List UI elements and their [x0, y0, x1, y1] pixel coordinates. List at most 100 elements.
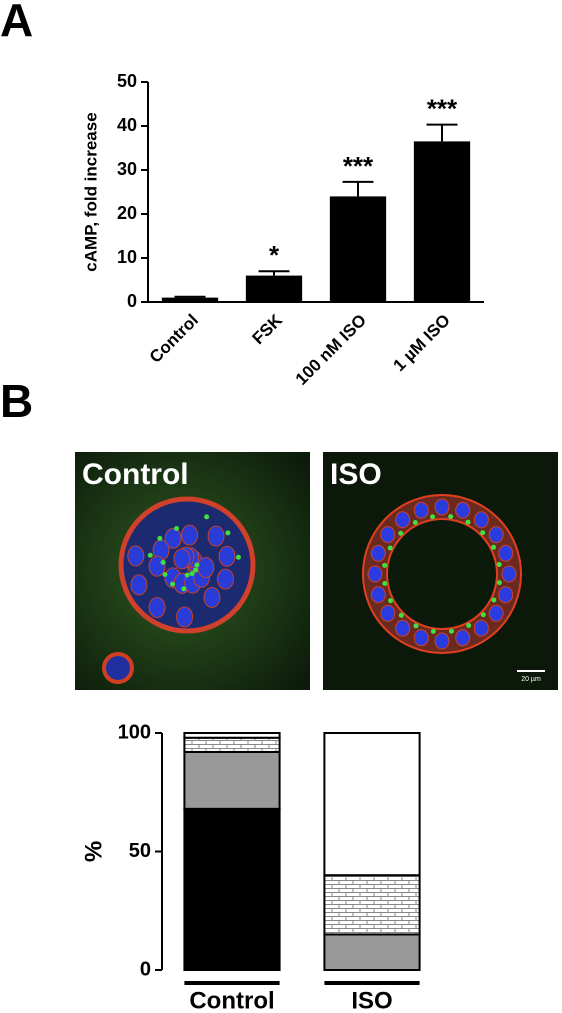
vesicle — [235, 554, 241, 560]
vesicle — [170, 581, 176, 587]
nucleus — [217, 568, 235, 590]
nucleus — [148, 555, 166, 577]
x-tick-label: 100 nM ISO — [292, 311, 370, 389]
nucleus — [473, 511, 489, 529]
vesicle — [387, 545, 393, 551]
image-label: Control — [82, 458, 189, 491]
y-tick-label: 0 — [140, 958, 151, 980]
vesicle — [465, 519, 471, 525]
nucleus — [370, 544, 386, 562]
bar — [329, 196, 387, 302]
bar — [161, 297, 219, 302]
y-axis-label: % — [80, 841, 107, 862]
vesicle — [204, 514, 210, 520]
bar-segment — [323, 732, 421, 877]
bar-segment — [183, 750, 281, 810]
y-tick-label: 10 — [117, 247, 137, 267]
nucleus — [181, 524, 199, 546]
nucleus — [370, 586, 386, 604]
x-tick-label: FSK — [249, 310, 287, 348]
nucleus — [488, 526, 504, 544]
cell-cluster — [102, 652, 134, 684]
nucleus — [413, 501, 429, 519]
y-tick-label: 100 — [118, 721, 151, 743]
y-tick-label: 50 — [129, 840, 151, 862]
bar-segment — [183, 732, 281, 739]
bar-segment — [183, 807, 281, 972]
nucleus — [203, 587, 221, 609]
nucleus — [455, 501, 471, 519]
vesicle — [430, 628, 436, 634]
vesicle — [194, 562, 200, 568]
vesicle — [398, 530, 404, 536]
x-tick-label: ISO — [351, 987, 392, 1013]
vesicle — [382, 562, 388, 568]
nucleus — [501, 565, 517, 583]
panel-label: B — [0, 375, 33, 427]
nucleus — [367, 565, 383, 583]
bar-segment — [183, 736, 281, 753]
micrograph: ISO 20 µm — [323, 452, 558, 690]
nucleus — [488, 604, 504, 622]
vesicle — [157, 535, 163, 541]
nucleus — [434, 632, 450, 650]
y-tick-label: 0 — [127, 291, 137, 311]
x-tick-label: Control — [146, 311, 202, 367]
vesicle — [398, 612, 404, 618]
bar-segment — [323, 874, 421, 936]
nucleus — [434, 498, 450, 516]
vesicle — [491, 597, 497, 603]
nucleus — [176, 606, 194, 628]
vesicle — [480, 612, 486, 618]
vesicle — [496, 580, 502, 586]
x-tick-label: 1 µM ISO — [390, 311, 454, 375]
y-axis-label: cAMP, fold increase — [81, 112, 100, 271]
vesicle — [430, 514, 436, 520]
y-tick-label: 20 — [117, 203, 137, 223]
significance: *** — [427, 94, 458, 124]
vesicle — [174, 525, 180, 531]
micrograph: Control — [75, 452, 310, 690]
cyst-ring — [362, 494, 522, 654]
vesicle — [225, 530, 231, 536]
nucleus — [498, 544, 514, 562]
y-tick-label: 40 — [117, 115, 137, 135]
scale-bar-label: 20 µm — [521, 676, 541, 683]
vesicle — [448, 514, 454, 520]
bar-segment — [323, 933, 421, 972]
y-tick-label: 50 — [117, 71, 137, 91]
vesicle — [181, 586, 187, 592]
nucleus — [207, 525, 225, 547]
vesicle — [147, 552, 153, 558]
y-tick-label: 30 — [117, 159, 137, 179]
bar — [413, 141, 471, 302]
vesicle — [466, 622, 472, 628]
nucleus — [473, 619, 489, 637]
vesicle — [193, 567, 199, 573]
nucleus — [413, 629, 429, 647]
significance: * — [269, 240, 280, 270]
nucleus — [380, 526, 396, 544]
nucleus — [130, 574, 148, 596]
nucleus — [498, 586, 514, 604]
vesicle — [490, 544, 496, 550]
nucleus — [197, 557, 215, 579]
vesicle — [162, 572, 168, 578]
vesicle — [382, 580, 388, 586]
nucleus — [218, 545, 236, 567]
nucleus — [395, 619, 411, 637]
vesicle — [184, 572, 190, 578]
nucleus — [173, 548, 191, 570]
panel-label: A — [0, 0, 33, 46]
vesicle — [496, 562, 502, 568]
nucleus — [127, 545, 145, 567]
nucleus — [395, 511, 411, 529]
vesicle — [448, 628, 454, 634]
nucleus — [148, 597, 166, 619]
significance: *** — [343, 151, 374, 181]
vesicle — [412, 520, 418, 526]
cyst-ring — [386, 518, 498, 630]
image-label: ISO — [330, 458, 382, 491]
vesicle — [160, 559, 166, 565]
